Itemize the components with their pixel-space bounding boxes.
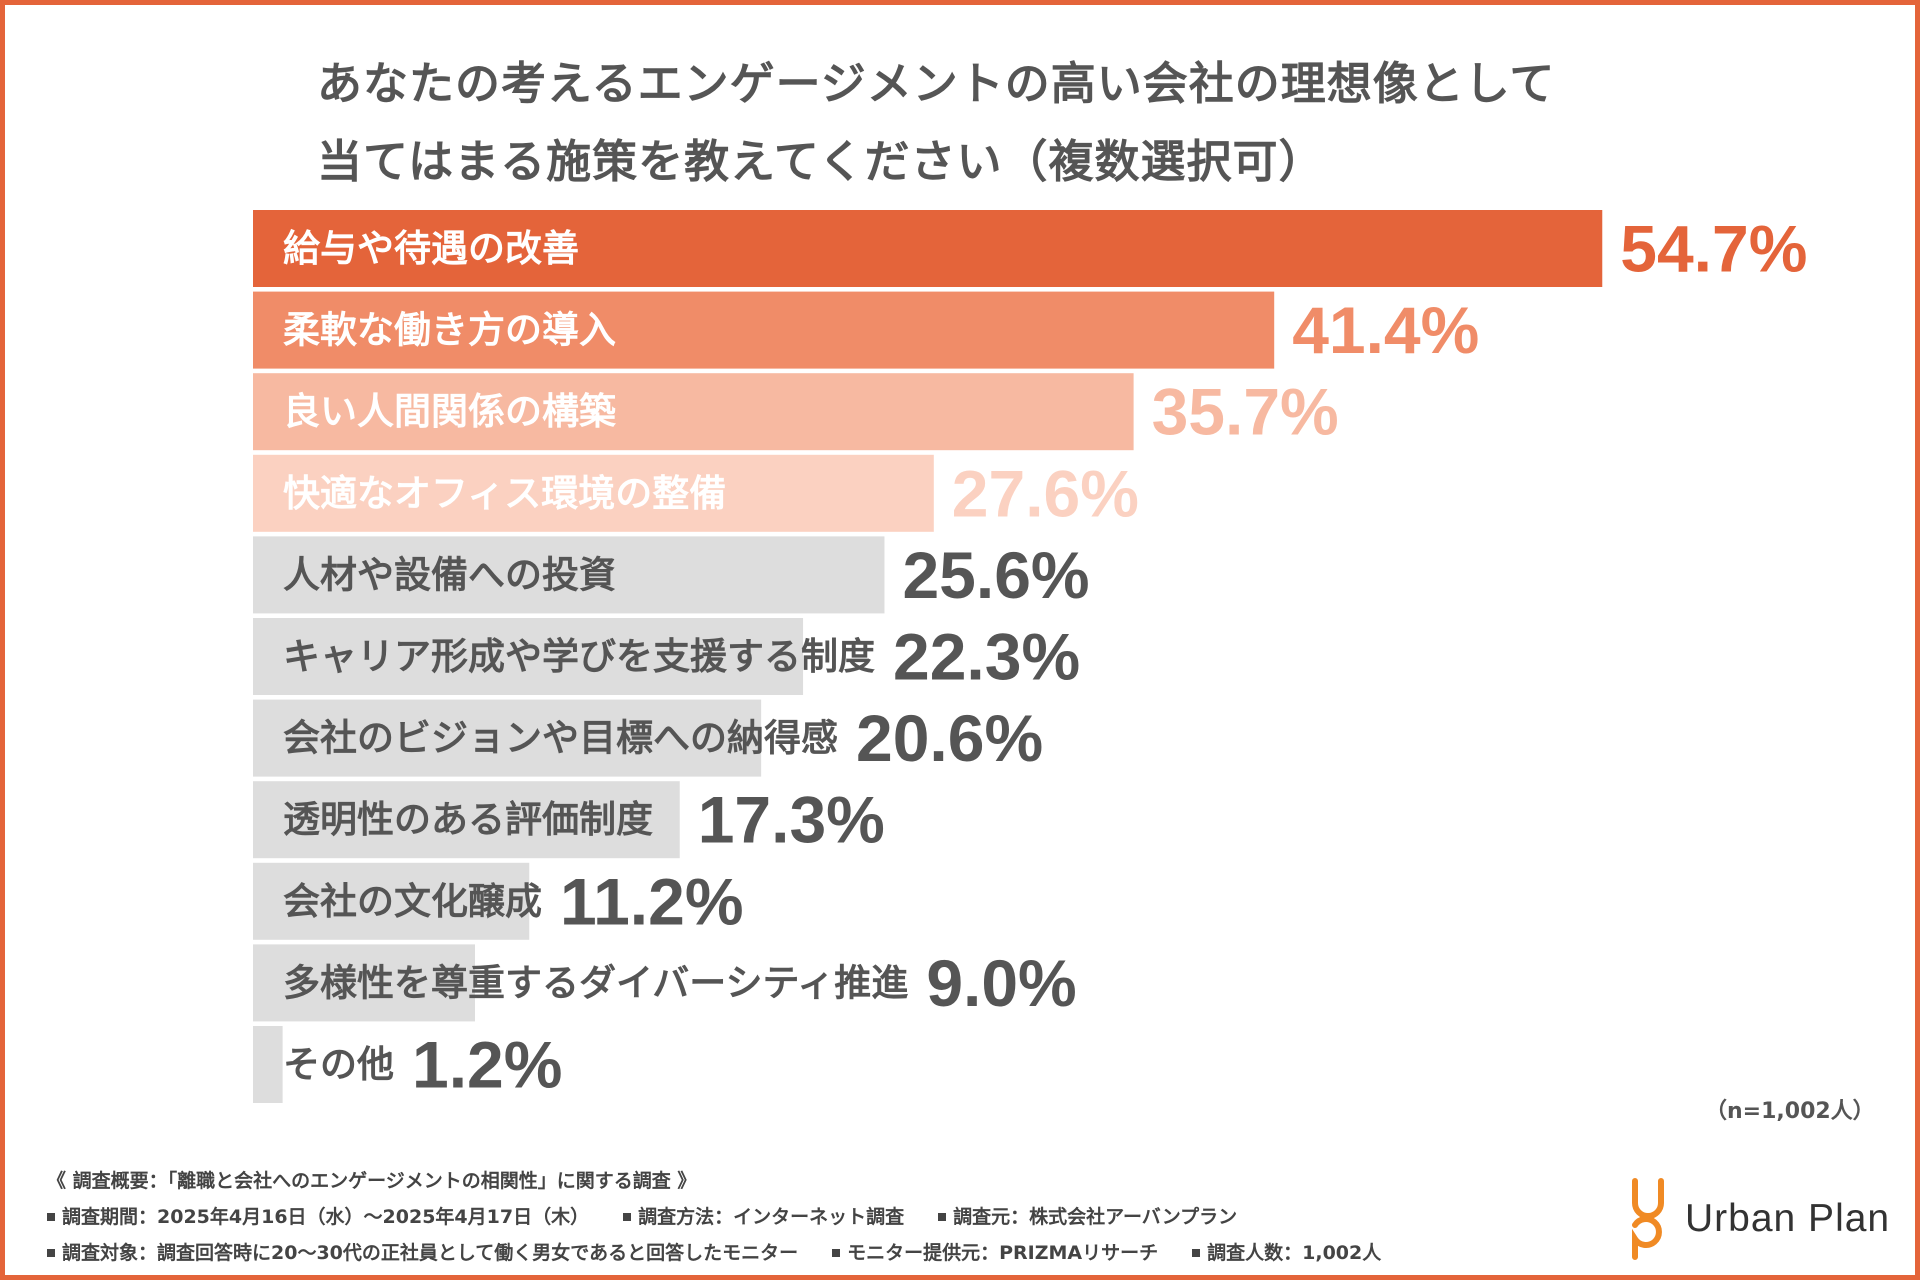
bar-0 bbox=[253, 210, 1603, 287]
bar-label-2: 良い人間関係の構築 bbox=[283, 390, 617, 433]
brand-logo: Urban Plan bbox=[1627, 1177, 1890, 1261]
chart-title-line-2: 当てはまる施策を教えてください（複数選択可） bbox=[317, 135, 1325, 188]
value-label-1: 41.4% bbox=[1292, 293, 1479, 367]
survey-source: 調査元：株式会社アーバンプラン bbox=[938, 1199, 1237, 1235]
bullet-square bbox=[47, 1213, 55, 1221]
chart-title: あなたの考えるエンゲージメントの高い会社の理想像として 当てはまる施策を教えてく… bbox=[317, 45, 1555, 201]
bar-label-9: 多様性を尊重するダイバーシティ推進 bbox=[283, 961, 908, 1004]
bar-8 bbox=[253, 862, 530, 940]
chart-title-line-1: あなたの考えるエンゲージメントの高い会社の理想像として bbox=[317, 57, 1556, 110]
value-label-10: 1.2% bbox=[412, 1028, 562, 1102]
brand-name: Urban Plan bbox=[1685, 1197, 1891, 1240]
value-label-3: 27.6% bbox=[952, 456, 1139, 530]
value-label-9: 9.0% bbox=[926, 946, 1076, 1020]
survey-period: 調査期間：2025年4月16日（水）～2025年4月17日（木） bbox=[47, 1199, 589, 1235]
survey-footnote: 《 調査概要：「離職と会社へのエンゲージメントの相関性」に関する調査 》 調査期… bbox=[47, 1163, 1415, 1271]
bar-label-7: 透明性のある評価制度 bbox=[283, 798, 653, 841]
value-label-7: 17.3% bbox=[698, 783, 885, 857]
survey-target: 調査対象：調査回答時に20～30代の正社員として働く男女であると回答したモニター bbox=[47, 1235, 798, 1271]
value-label-5: 22.3% bbox=[893, 620, 1080, 694]
bullet-square bbox=[938, 1213, 947, 1221]
bar-9 bbox=[253, 944, 475, 1022]
value-label-4: 25.6% bbox=[902, 538, 1089, 612]
bar-6 bbox=[253, 699, 762, 777]
bullet-square bbox=[832, 1249, 841, 1257]
bar-label-8: 会社の文化醸成 bbox=[283, 880, 542, 923]
bar-7 bbox=[253, 781, 680, 859]
survey-title: 《 調査概要：「離職と会社へのエンゲージメントの相関性」に関する調査 》 bbox=[47, 1170, 697, 1192]
respondent-count: 調査人数：1,002人 bbox=[1192, 1235, 1381, 1271]
bar-label-0: 給与や待遇の改善 bbox=[283, 227, 579, 270]
bar-label-3: 快適なオフィス環境の整備 bbox=[283, 472, 726, 515]
bar-2 bbox=[253, 373, 1134, 451]
survey-method: 調査方法：インターネット調査 bbox=[623, 1199, 904, 1235]
urban-plan-logo-icon bbox=[1632, 1178, 1664, 1260]
bar-3 bbox=[253, 454, 934, 532]
survey-details-row: 調査期間：2025年4月16日（水）～2025年4月17日（木） 調査方法：イン… bbox=[47, 1199, 1415, 1235]
sample-size-note: （n=1,002人） bbox=[1705, 1099, 1875, 1124]
bar-label-4: 人材や設備への投資 bbox=[283, 553, 616, 596]
value-label-6: 20.6% bbox=[856, 701, 1043, 775]
bar-label-10: その他 bbox=[283, 1043, 394, 1086]
monitor-provider: モニター提供元：PRIZMAリサーチ bbox=[832, 1235, 1158, 1271]
bar-label-1: 柔軟な働き方の導入 bbox=[283, 309, 616, 352]
bar-10 bbox=[253, 1026, 283, 1103]
value-label-0: 54.7% bbox=[1620, 212, 1807, 286]
survey-target-row: 調査対象：調査回答時に20～30代の正社員として働く男女であると回答したモニター… bbox=[47, 1235, 1415, 1271]
bar-1 bbox=[253, 291, 1275, 369]
bar-5 bbox=[253, 618, 804, 695]
value-label-8: 11.2% bbox=[560, 864, 744, 938]
value-label-2: 35.7% bbox=[1152, 375, 1339, 449]
bar-chart: 給与や待遇の改善 54.7% 柔軟な働き方の導入 41.4% 良い人間関係の構築 35.7… bbox=[253, 210, 1807, 1103]
bar-label-6: 会社のビジョンや目標への納得感 bbox=[283, 717, 838, 760]
bullet-square bbox=[623, 1213, 632, 1221]
bullet-square bbox=[1192, 1249, 1201, 1257]
bar-4 bbox=[253, 536, 885, 614]
survey-title-row: 《 調査概要：「離職と会社へのエンゲージメントの相関性」に関する調査 》 bbox=[47, 1163, 1415, 1199]
bar-label-5: キャリア形成や学びを支援する制度 bbox=[283, 635, 875, 678]
bullet-square bbox=[47, 1249, 55, 1257]
